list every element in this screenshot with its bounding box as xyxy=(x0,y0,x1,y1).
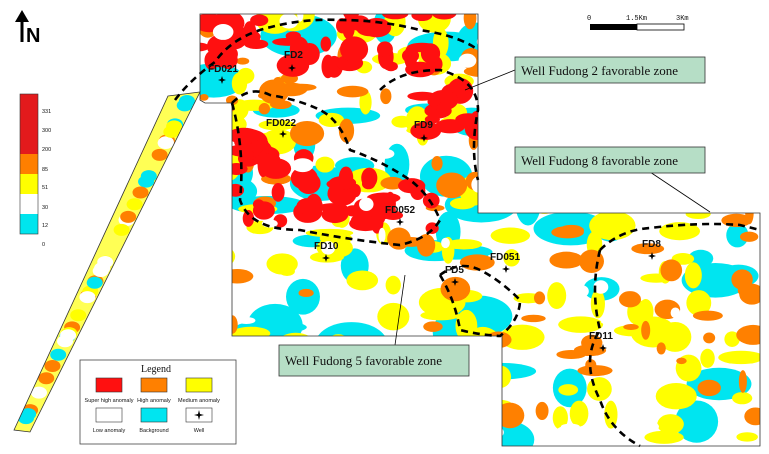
well-fd9: FD9 xyxy=(414,120,433,142)
legend: Legend Super high anomaly High anomaly Med… xyxy=(79,359,237,445)
well-icon xyxy=(194,410,204,420)
well-marker-icon xyxy=(648,252,656,260)
well-label: FD5 xyxy=(445,265,464,276)
well-label: FD10 xyxy=(314,241,339,252)
scale-tick-2: 3Km xyxy=(676,15,689,23)
color-scale: 331 300 200 85 51 30 12 0 xyxy=(19,93,51,248)
legend-swatch xyxy=(185,377,213,393)
well-fd2: FD2 xyxy=(284,50,303,72)
well-marker-icon xyxy=(451,278,459,286)
color-scale-band xyxy=(20,214,38,234)
color-scale-band xyxy=(20,174,38,194)
callout-fudong-8-text: Well Fudong 8 favorable zone xyxy=(521,153,678,168)
well-marker-icon xyxy=(322,254,330,262)
legend-item: Super high anomaly xyxy=(85,377,134,404)
legend-label: Super high anomaly xyxy=(85,398,134,404)
color-scale-tick: 51 xyxy=(42,185,48,191)
callout-fudong-2-text: Well Fudong 2 favorable zone xyxy=(521,63,678,78)
color-scale-tick: 331 xyxy=(42,109,51,115)
color-scale-tick: 300 xyxy=(42,128,51,134)
north-arrow: N xyxy=(15,10,40,47)
scale-tick-0: 0 xyxy=(587,15,591,23)
well-label: FD8 xyxy=(642,239,661,250)
scale-bar: 0 1.5Km 3Km xyxy=(587,15,689,31)
legend-swatch xyxy=(95,407,123,423)
well-label: FD022 xyxy=(266,118,296,129)
color-scale-tick: 30 xyxy=(42,205,48,211)
legend-item: Background xyxy=(139,407,169,434)
well-label: FD052 xyxy=(385,205,415,216)
callout-fudong-5-text: Well Fudong 5 favorable zone xyxy=(285,353,442,368)
legend-item: High anomaly xyxy=(137,377,171,404)
well-fd11: FD11 xyxy=(589,331,613,352)
well-fd022: FD022 xyxy=(266,118,296,138)
color-scale-band xyxy=(20,114,38,134)
well-marker-icon xyxy=(396,218,404,226)
well-marker-icon xyxy=(502,265,510,273)
legend-item: Well xyxy=(185,407,213,434)
color-scale-band xyxy=(20,134,38,154)
legend-label: Background xyxy=(139,428,168,434)
scale-tick-1: 1.5Km xyxy=(626,15,647,23)
legend-label: Well xyxy=(194,428,205,434)
legend-item: Medium anomaly xyxy=(178,377,220,404)
callout-fudong-8: Well Fudong 8 favorable zone xyxy=(514,146,711,213)
callout-fudong-5: Well Fudong 5 favorable zone xyxy=(278,274,470,377)
well-label: FD11 xyxy=(589,331,613,342)
color-scale-tick: 85 xyxy=(42,167,48,173)
legend-swatch xyxy=(95,377,123,393)
well-fd021: FD021 xyxy=(208,64,238,84)
legend-label: High anomaly xyxy=(137,398,171,404)
color-scale-tick: 12 xyxy=(42,223,48,229)
color-scale-tick: 0 xyxy=(42,242,45,248)
well-fd051: FD051 xyxy=(490,252,520,273)
well-label: FD021 xyxy=(208,64,238,75)
color-scale-band xyxy=(20,194,38,214)
well-marker-icon xyxy=(288,64,296,72)
north-label: N xyxy=(26,25,40,47)
legend-swatch xyxy=(140,377,168,393)
well-label: FD051 xyxy=(490,252,520,263)
well-fd052: FD052 xyxy=(385,205,415,226)
wells-layer: FD021 FD2 FD022 FD9 FD052 FD10 FD5 FD051 FD8 FD11 xyxy=(208,50,661,352)
callout-fudong-2: Well Fudong 2 favorable zone xyxy=(464,56,706,91)
well-marker-icon xyxy=(279,130,287,138)
legend-item: Low anomaly xyxy=(93,407,126,434)
well-label: FD9 xyxy=(414,120,433,131)
legend-title: Legend xyxy=(141,364,171,375)
well-fd8: FD8 xyxy=(642,239,661,260)
color-scale-band xyxy=(20,154,38,174)
well-marker-icon xyxy=(218,76,226,84)
well-marker-icon xyxy=(420,134,428,142)
legend-swatch xyxy=(140,407,168,423)
color-scale-band xyxy=(20,94,38,114)
well-fd5: FD5 xyxy=(445,265,464,286)
well-fd10: FD10 xyxy=(314,241,339,262)
legend-label: Medium anomaly xyxy=(178,398,220,404)
legend-label: Low anomaly xyxy=(93,428,126,434)
well-label: FD2 xyxy=(284,50,303,61)
well-marker-icon xyxy=(599,344,607,352)
color-scale-tick: 200 xyxy=(42,147,51,153)
